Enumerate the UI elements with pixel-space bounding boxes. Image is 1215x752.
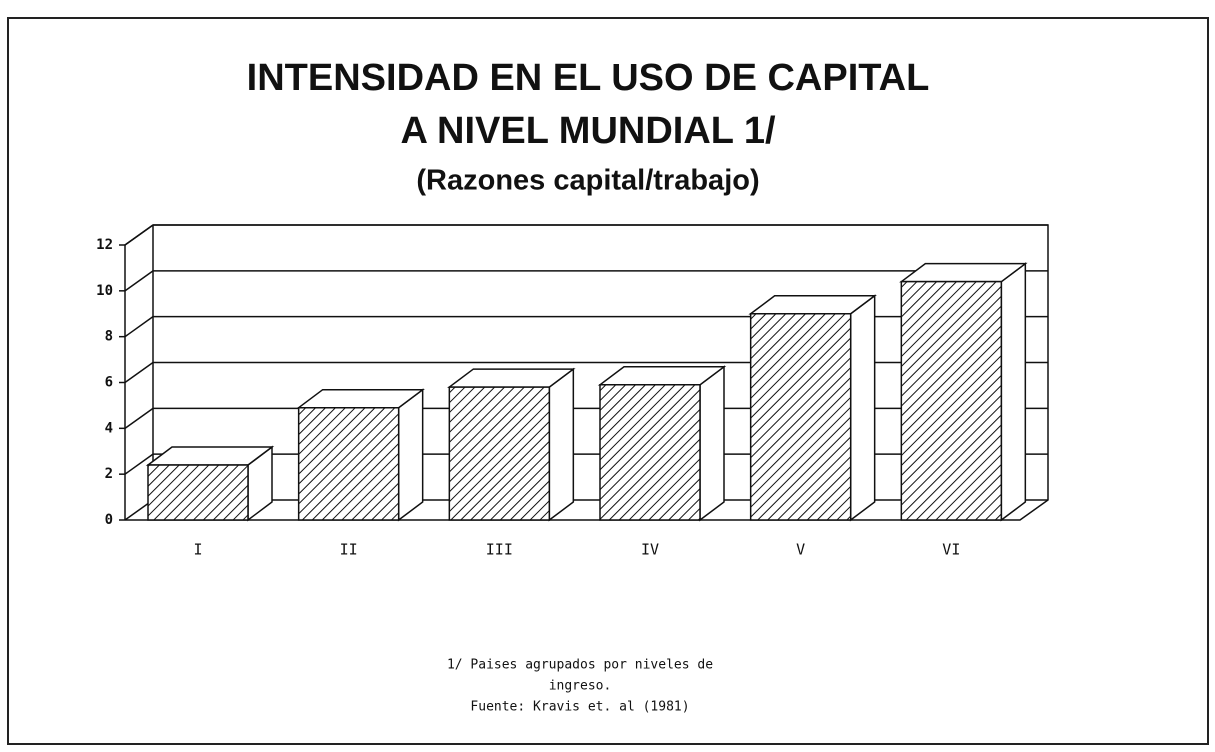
y-tick-label: 12 [96, 237, 113, 253]
bar-face [297, 406, 400, 521]
x-tick-label: III [486, 541, 513, 559]
y-tick-label: 8 [105, 329, 113, 345]
grid-line [124, 453, 154, 475]
bar-face [699, 365, 725, 522]
bar-face [849, 294, 876, 522]
bar-face [749, 313, 852, 521]
bar [447, 367, 576, 522]
y-tick-label: 4 [105, 420, 113, 436]
footnote: ingreso. [549, 679, 612, 694]
footnote: Fuente: Kravis et. al (1981) [470, 700, 689, 715]
grid-line [124, 270, 154, 292]
x-tick-label: IV [641, 541, 659, 559]
chart-title: A NIVEL MUNDIAL 1/ [400, 110, 776, 152]
frame [7, 17, 1209, 745]
chart-subtitle: (Razones capital/trabajo) [416, 165, 759, 197]
bar-face [1000, 262, 1027, 522]
bar-face [548, 367, 575, 522]
grid-line [124, 224, 154, 246]
bar [597, 365, 727, 522]
grid-line [124, 407, 154, 429]
x-tick-label: V [796, 541, 805, 559]
x-tick-label: II [340, 541, 358, 559]
y-tick-label: 0 [105, 512, 113, 528]
bar-face [900, 280, 1003, 521]
bar-face [397, 388, 424, 522]
bar-face [147, 464, 249, 521]
grid-line [124, 316, 154, 338]
bar-face [599, 384, 701, 521]
grid-line [124, 361, 154, 384]
y-tick-label: 2 [105, 466, 113, 482]
x-tick-label: I [193, 541, 202, 559]
bar [145, 445, 275, 522]
bar [296, 388, 425, 522]
bar-face [448, 386, 551, 521]
bar [748, 294, 877, 522]
y-tick-label: 10 [96, 283, 113, 299]
chart-title: INTENSIDAD EN EL USO DE CAPITAL [247, 57, 930, 99]
y-tick-label: 6 [105, 375, 113, 391]
bar [899, 262, 1028, 522]
x-tick-label: VI [942, 541, 960, 559]
footnote: 1/ Paises agrupados por niveles de [447, 658, 713, 673]
